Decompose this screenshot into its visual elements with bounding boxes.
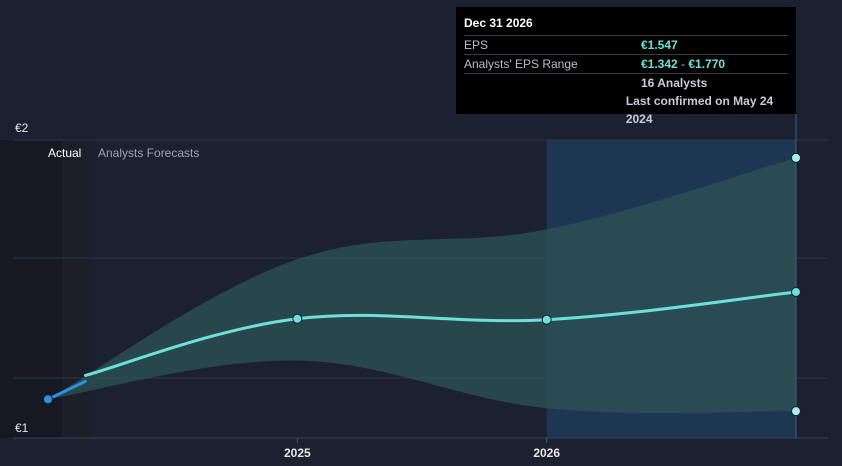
forecast-region-label: Analysts Forecasts	[98, 146, 199, 160]
tooltip-analysts-row: 16 Analysts	[464, 74, 788, 92]
tooltip-range-high: €1.770	[688, 57, 726, 71]
actual-eps-point	[43, 394, 53, 405]
forecast-eps-point	[791, 286, 801, 297]
tooltip-eps-row: EPS €1.547	[464, 36, 788, 55]
tooltip-range-row: Analysts' EPS Range €1.342 - €1.770	[464, 55, 788, 74]
forecast-eps-point	[292, 313, 303, 324]
tooltip-analysts-count: 16 Analysts	[641, 76, 708, 90]
tooltip-eps-value: €1.547	[641, 38, 678, 52]
range-bound-point	[791, 152, 801, 163]
hover-tooltip: Dec 31 2026 EPS €1.547 Analysts' EPS Ran…	[456, 7, 796, 126]
tooltip-range-low: €1.342	[641, 57, 678, 71]
tooltip-range-label: Analysts' EPS Range	[464, 57, 578, 71]
data-markers	[43, 152, 801, 417]
tooltip-date: Dec 31 2026	[464, 15, 788, 36]
tooltip-confirmed-row: Last confirmed on May 24 2024	[464, 92, 788, 128]
y-axis-label-top: €2	[15, 121, 29, 135]
tooltip-range-separator: -	[677, 57, 689, 71]
forecast-eps-point	[541, 314, 552, 325]
x-tick-label: 2025	[284, 446, 311, 460]
forecast-eps-line	[83, 290, 798, 377]
tooltip-range-values: €1.342 - €1.770	[641, 55, 725, 73]
x-tick-label: 2026	[533, 446, 560, 460]
y-axis-label-bottom: €1	[15, 421, 29, 435]
eps-range-band	[48, 157, 796, 414]
tooltip-last-confirmed: Last confirmed on May 24 2024	[625, 94, 774, 126]
tooltip-eps-label: EPS	[464, 38, 489, 52]
actual-region-label: Actual	[48, 146, 81, 160]
range-bound-point	[791, 406, 801, 417]
x-axis-ticks: 2025 2026	[284, 438, 560, 460]
